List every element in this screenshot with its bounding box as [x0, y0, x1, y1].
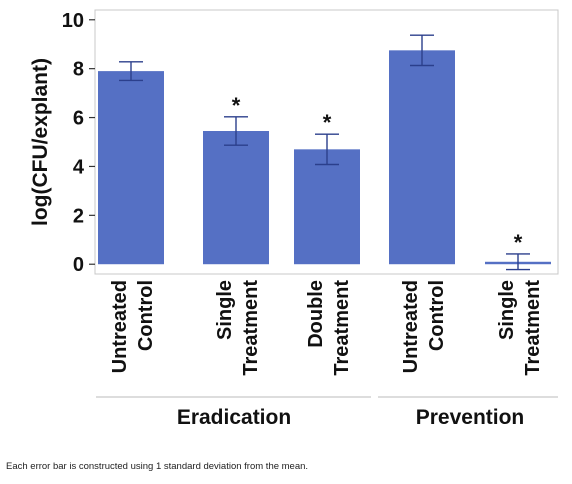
x-category-label-line1: Single	[496, 280, 518, 340]
x-axis: Untreated Control Single Treatment Double Tre…	[96, 280, 558, 429]
y-tick-label: 4	[73, 156, 85, 178]
y-axis-label: log(CFU/explant)	[29, 58, 52, 226]
y-tick-label: 6	[73, 108, 84, 130]
significance-marker: *	[323, 110, 332, 135]
x-category-label-line1: Untreated	[109, 280, 131, 373]
x-category-label-line2: Treatment	[331, 280, 353, 376]
bar	[389, 50, 455, 265]
bar	[98, 71, 164, 265]
significance-marker: *	[514, 230, 523, 255]
y-tick-label: 8	[73, 59, 84, 81]
group-label: Prevention	[416, 406, 525, 429]
x-category-label-line2: Control	[135, 280, 157, 351]
bar	[203, 131, 269, 265]
y-tick-label: 0	[73, 254, 84, 276]
x-category-label-line2: Treatment	[240, 280, 262, 376]
y-axis: 0 2 4 6 8 10	[62, 10, 95, 276]
group-label: Eradication	[177, 406, 291, 429]
y-tick-label: 10	[62, 10, 84, 32]
footnote: Each error bar is constructed using 1 st…	[6, 461, 309, 472]
bars: * * *	[98, 34, 551, 271]
x-category-label-line1: Double	[305, 280, 327, 348]
x-category-label-line1: Untreated	[400, 280, 422, 373]
y-tick-label: 2	[73, 205, 84, 227]
x-category-label-line2: Control	[426, 280, 448, 351]
x-category-label-line2: Treatment	[522, 280, 544, 376]
bar	[294, 149, 360, 265]
significance-marker: *	[232, 93, 241, 118]
x-category-label-line1: Single	[214, 280, 236, 340]
